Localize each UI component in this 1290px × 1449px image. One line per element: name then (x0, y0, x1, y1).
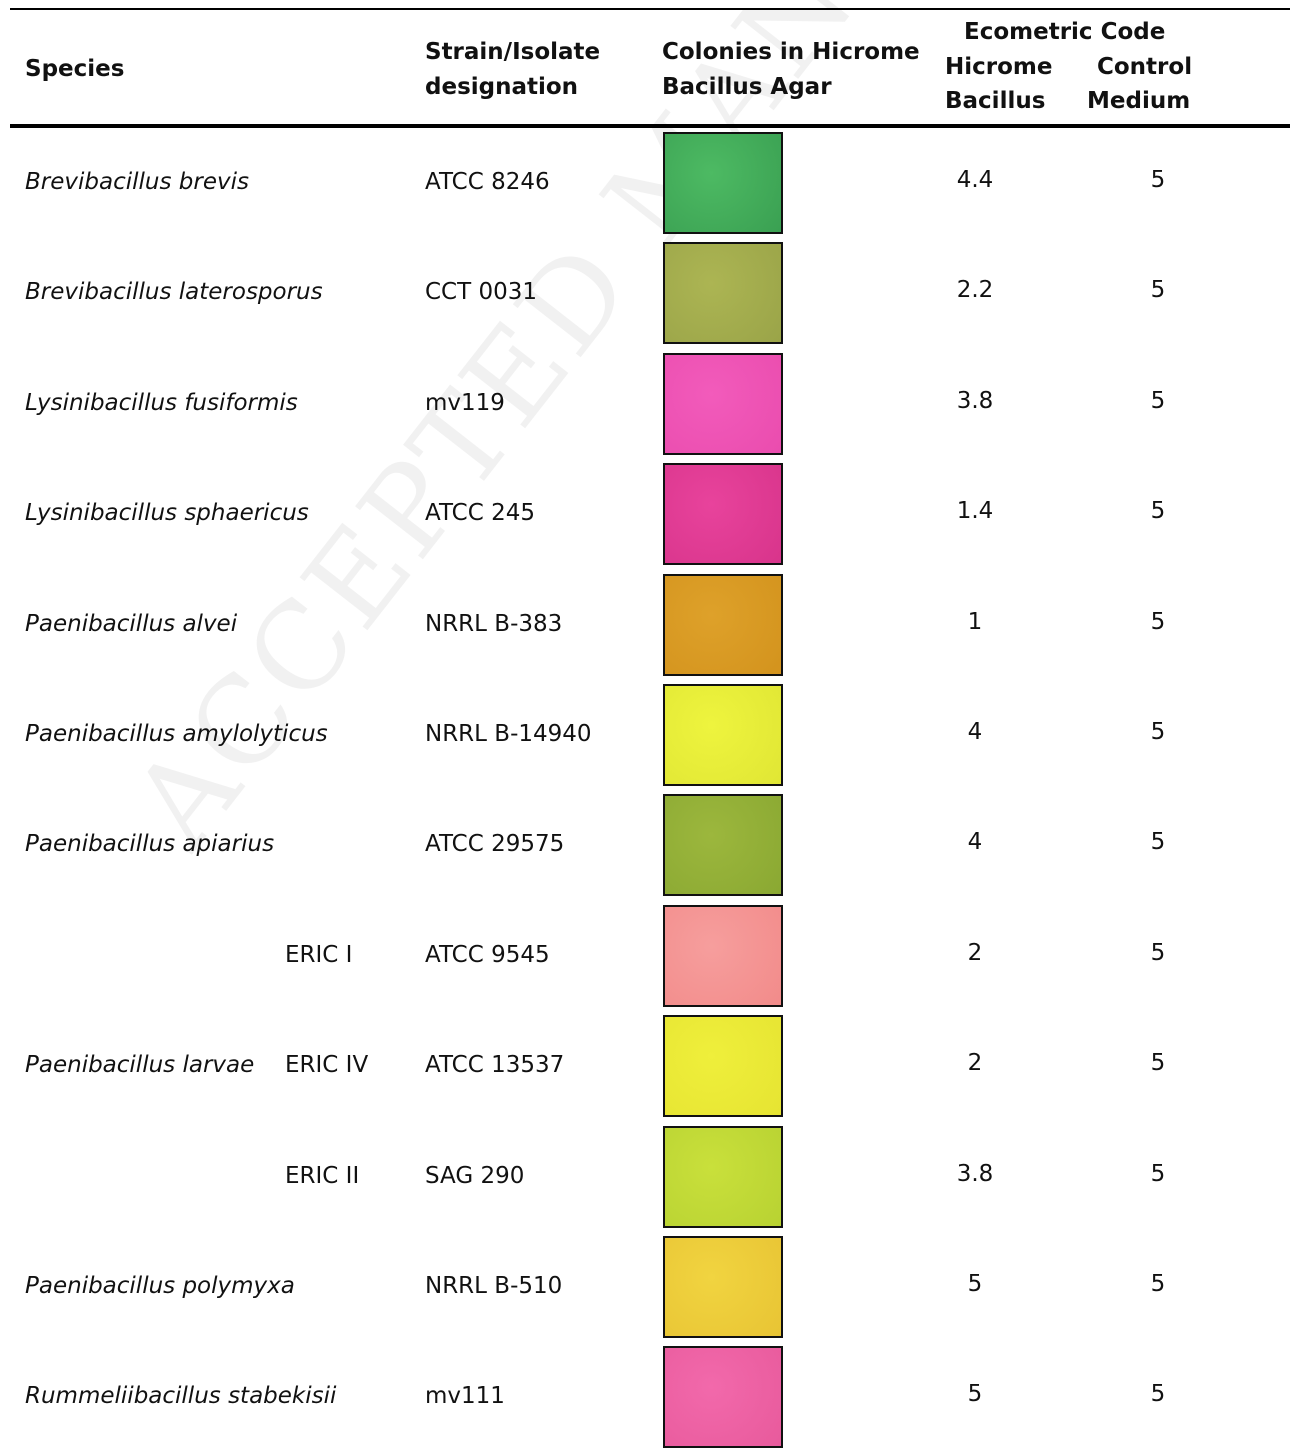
header-strain: Strain/Isolate (425, 39, 601, 65)
group: ERIC I (285, 941, 353, 968)
species: Lysinibacillus sphaericus (25, 500, 309, 527)
strain: ATCC 245 (425, 500, 535, 527)
control-code: 5 (1150, 387, 1166, 414)
hicrome-code: 2.2 (956, 277, 994, 304)
colony-image (663, 1125, 783, 1228)
control-code: 5 (1150, 829, 1166, 856)
hicrome-code: 3.8 (956, 387, 994, 414)
hicrome-code: 4.4 (956, 167, 994, 193)
colony-image (663, 1346, 783, 1449)
species: Brevibacillus laterosporus (25, 279, 323, 306)
species: Paenibacillus apiarius (25, 831, 275, 858)
strain: mv111 (425, 1383, 505, 1410)
top-rule (10, 8, 1290, 10)
colony-image (663, 132, 783, 234)
header-strain: designation (425, 74, 579, 100)
control-code: 5 (1150, 1381, 1166, 1408)
control-code: 5 (1150, 1271, 1166, 1297)
strain: SAG 290 (425, 1162, 525, 1189)
header-control: Control (1097, 54, 1193, 80)
header-control: Medium (1087, 88, 1191, 114)
colony-image (663, 242, 783, 345)
colony-image (663, 463, 783, 566)
strain: NRRL B-510 (425, 1273, 563, 1299)
hicrome-code: 1 (967, 608, 983, 635)
species: Paenibacillus polymyxa (25, 1273, 295, 1299)
species: Paenibacillus amylolyticus (25, 721, 328, 747)
hicrome-code: 2 (967, 939, 983, 966)
colony-image (663, 684, 783, 786)
strain: CCT 0031 (425, 279, 538, 306)
colony-image (663, 573, 783, 676)
control-code: 5 (1150, 498, 1166, 525)
header-species: Species (25, 56, 125, 82)
species: Paenibacillus larvae (25, 1052, 255, 1079)
hicrome-code: 2 (967, 1050, 983, 1077)
colony-image (663, 1015, 783, 1118)
control-code: 5 (1150, 167, 1166, 193)
strain: ATCC 8246 (425, 169, 550, 195)
colony-image (663, 904, 783, 1007)
species: Lysinibacillus fusiformis (25, 389, 298, 416)
group: ERIC II (285, 1162, 360, 1189)
colony-image (663, 794, 783, 897)
header-rule (10, 124, 1290, 128)
control-code: 5 (1150, 1160, 1166, 1187)
strain: NRRL B-14940 (425, 721, 592, 747)
header-hicrome: Hicrome (945, 54, 1053, 80)
control-code: 5 (1150, 719, 1166, 745)
strain: ATCC 13537 (425, 1052, 565, 1079)
strain: ATCC 9545 (425, 941, 550, 968)
species: Brevibacillus brevis (25, 169, 249, 195)
header-colonies: Bacillus Agar (662, 74, 832, 100)
hicrome-code: 1.4 (956, 498, 994, 525)
header-colonies: Colonies in Hicrome (662, 39, 920, 65)
colony-image (663, 352, 783, 455)
control-code: 5 (1150, 1050, 1166, 1077)
colony-image (663, 1236, 783, 1338)
control-code: 5 (1150, 939, 1166, 966)
hicrome-code: 5 (967, 1381, 983, 1408)
species: Rummeliibacillus stabekisii (25, 1383, 337, 1410)
header-hicrome: Bacillus (945, 88, 1046, 114)
species: Paenibacillus alvei (25, 610, 238, 637)
hicrome-code: 4 (967, 719, 983, 745)
control-code: 5 (1150, 608, 1166, 635)
group: ERIC IV (285, 1052, 369, 1079)
hicrome-code: 3.8 (956, 1160, 994, 1187)
control-code: 5 (1150, 277, 1166, 304)
hicrome-code: 5 (967, 1271, 983, 1297)
hicrome-code: 4 (967, 829, 983, 856)
strain: NRRL B-383 (425, 610, 563, 637)
strain: ATCC 29575 (425, 831, 565, 858)
header-ecometric: Ecometric Code (964, 19, 1166, 45)
strain: mv119 (425, 389, 505, 416)
